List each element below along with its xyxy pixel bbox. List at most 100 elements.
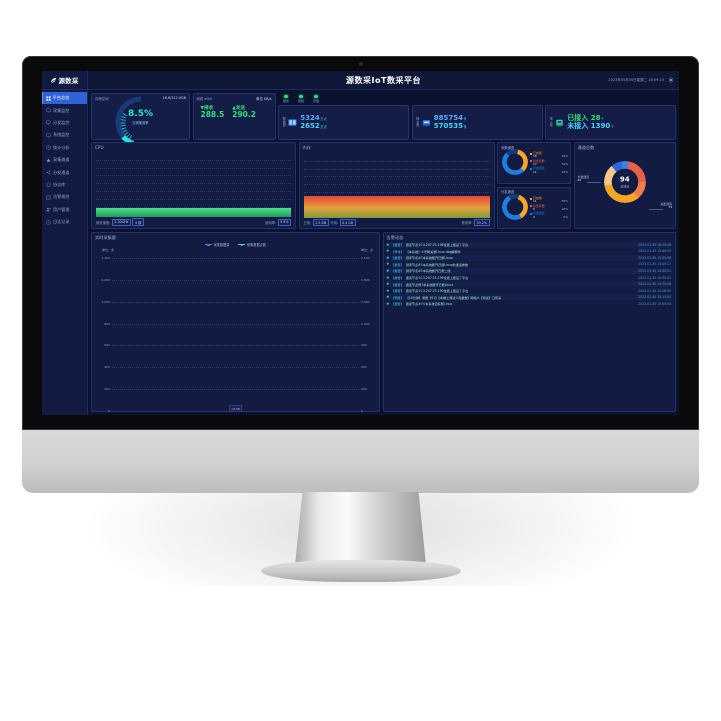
disk-card-header: 存储空间 16.6/512.0GB xyxy=(95,96,186,101)
alarm-timestamp: 2023-01-30 15:39:31 xyxy=(638,275,671,280)
sidebar-item-label: 统计分析 xyxy=(53,144,70,150)
legend-item: 最低需要 5 16% xyxy=(530,203,568,212)
device-access-card: 接入量 已接入 28个 未接入 1390个 xyxy=(545,104,676,140)
webcam-icon xyxy=(358,62,363,66)
sidebar-item-label: 日志记录 xyxy=(53,219,70,225)
alarm-message: 通道节点①13.247.25.190位通上报设了平台 xyxy=(405,289,469,294)
memory-used-value: 2.5 GB xyxy=(312,219,329,226)
sidebar-item-alarm-rules[interactable]: 告警规则 xyxy=(42,191,87,203)
recv-value: 288.5 xyxy=(200,109,225,119)
alarm-row[interactable]: ✚ 【报警】 测浮节点#7本系统断开已断Linux的通道参数 2023-01-3… xyxy=(386,261,674,268)
kpi-mid-group: 服务 网络 存储 xyxy=(278,93,676,140)
status-indicator-row: 服务 网络 存储 xyxy=(278,93,676,103)
gauge-value-group: 8.5% 空间使用率 xyxy=(128,109,153,126)
brand-name: 源数采 xyxy=(58,77,79,85)
sidebar-item-log-records[interactable]: 日志记录 xyxy=(42,216,87,228)
sidebar-item-statistics[interactable]: 统计分析 xyxy=(42,142,87,154)
alarm-tag: 【报警】 xyxy=(391,276,404,280)
stat-value: 已接入 28 xyxy=(567,113,601,122)
stat-value: 570535 xyxy=(433,121,464,130)
cpu-usage-label: 使用率: xyxy=(265,220,277,225)
y-tick-left: 1,400 xyxy=(101,256,110,261)
monitor-screen: 源数采 平台总览 采集监控 分发监控 xyxy=(42,71,679,415)
sidebar-item-user-management[interactable]: 用户管理 xyxy=(42,204,87,216)
sidebar-item-dispatch-channel[interactable]: 分发通道 xyxy=(42,166,87,178)
sidebar-item-protocol-library[interactable]: 协议库 xyxy=(42,179,87,191)
realtime-collection-chart: 实时采集量 采集数据量 采集数据点数 xyxy=(91,231,380,413)
collect-legend: 已启用 16 49% 最低需要 27 34% 并发通道 xyxy=(528,145,568,181)
alarm-row[interactable]: ✚ 【报警】 通道节点①13.247.25.196位通上报设了平台 2023-0… xyxy=(385,241,673,249)
star-icon xyxy=(46,158,51,163)
sidebar-item-label: 分发监控 xyxy=(53,119,70,125)
legend-item: 并发通道 2 5% xyxy=(530,211,568,219)
legend-swatch xyxy=(530,205,532,208)
alarm-row[interactable]: ✚ 【报警】 测浮节点#7本系统断开已断二线 2023-01-30 15:40:… xyxy=(385,267,673,275)
alarm-tag: 【异常】 xyxy=(391,249,404,254)
alarm-timestamp: 2023-01-30 15:45:58 xyxy=(638,255,671,260)
sidebar-item-label: 平台总览 xyxy=(52,95,70,101)
stat-unit: 个 xyxy=(610,124,614,129)
sidebar-item-label: 告警规则 xyxy=(53,194,70,200)
card-values: 885754条 570535条 xyxy=(433,114,467,130)
legend-item-series-1[interactable]: 采集数据量 xyxy=(204,242,230,247)
alarm-row[interactable]: ✚ 【预警】 【10分钟】测量【91】【本端上测试①完整数】网格②【测试】口传采… xyxy=(385,293,673,301)
disk-percent: 8.5% xyxy=(128,109,153,119)
alarm-timestamp: 2023-01-30 15:30:08 xyxy=(638,282,671,287)
stat-unit: 个 xyxy=(600,116,605,121)
sidebar-item-label: 协议库 xyxy=(53,181,66,187)
status-service: 服务 xyxy=(283,94,289,103)
network-title: 网络 eth0 xyxy=(196,96,213,101)
legend-name: 最低需要 xyxy=(533,203,545,208)
alarm-list[interactable]: ✚ 【报警】 通道节点①13.247.25.196位通上报设了平台 2023-0… xyxy=(384,241,676,412)
alert-icon: ✚ xyxy=(386,295,390,300)
leaf-logo-icon xyxy=(50,77,57,84)
page-title: 源数采IoT数采平台 xyxy=(346,75,421,85)
trend-plot-area: 1,400 1,200 1,000 800 600 400 200 0 2,10… xyxy=(96,252,375,412)
cpu-plot xyxy=(96,152,291,217)
alert-icon: ✚ xyxy=(386,288,390,293)
memory-usage-value: 33.2% xyxy=(474,219,490,226)
alarm-row[interactable]: ✚ 【报警】 测浮节点#7本系统断开已断Linux 2023-01-30 15:… xyxy=(385,254,673,262)
alarm-row[interactable]: ✚ 【异常】 【本系统】①号网关断Linux dbg解释件 2023-01-30… xyxy=(386,248,674,255)
status-label: 网络 xyxy=(298,98,305,103)
legend-label: 采集数据量 xyxy=(213,243,230,247)
memory-panel: 内存 xyxy=(298,142,495,229)
alarm-row[interactable]: ✚ 【报警】 通道节点#7①本系统自有断Linux 2023-01-30 15:… xyxy=(386,300,674,307)
alarm-row[interactable]: ✚ 【报警】 通道节点增7本系统断开已断Linux 2023-01-30 15:… xyxy=(385,280,673,288)
network-card: 网络 eth0 单位 KB/s ▼接收 288.5 xyxy=(192,92,276,140)
alarm-row[interactable]: ✚ 【报警】 通道节点①13.247.25.190位通上报设了平台 2023-0… xyxy=(386,287,674,294)
alarm-message: 测浮节点#7本系统断开已断二线 xyxy=(405,269,451,274)
total-center-label: 总通道 xyxy=(620,183,630,188)
sidebar-item-platform-overview[interactable]: 平台总览 xyxy=(42,92,87,105)
alarm-message: 【本系统】①号网关断Linux dbg解释件 xyxy=(405,249,461,254)
legend-name: 已启用 xyxy=(533,195,542,200)
legend-name: 已启用 xyxy=(533,151,542,156)
memory-usage-label: 使用率: xyxy=(461,221,473,225)
disk-sub-label: 空间使用率 xyxy=(132,121,149,125)
alert-icon: ✚ xyxy=(386,249,390,254)
sidebar-item-collection-channel[interactable]: 采集通道 xyxy=(42,154,87,166)
legend-pct: 5% xyxy=(563,214,568,219)
sidebar-item-collection-monitor[interactable]: 采集监控 xyxy=(42,104,87,116)
alarm-row[interactable]: ✚ 【报警】 通道节点①13.247.25.196位通上报设了平台 2023-0… xyxy=(386,274,674,281)
total-donut-chart xyxy=(603,161,646,204)
y-tick-left: 1,200 xyxy=(101,278,110,283)
home-icon xyxy=(46,182,51,188)
alarm-message: 通道节点增7本系统断开已断Linux xyxy=(405,282,454,287)
alert-icon: ✚ xyxy=(386,275,390,280)
legend-item-series-2[interactable]: 采集数据点数 xyxy=(238,242,266,247)
disk-title: 存储空间 xyxy=(95,96,109,101)
status-dot-icon xyxy=(314,94,318,98)
sidebar-item-system-monitor[interactable]: 系统监控 xyxy=(42,129,87,141)
callout-value: 74 xyxy=(668,205,672,210)
alarm-panel-title: 告警动态 xyxy=(386,234,404,240)
sidebar-item-dispatch-monitor[interactable]: 分发监控 xyxy=(42,117,87,129)
stat-unit: 万点 xyxy=(320,116,327,121)
legend-label: 采集数据点数 xyxy=(246,243,267,247)
gear-icon[interactable] xyxy=(667,76,675,84)
sidebar-item-label: 采集通道 xyxy=(53,157,70,163)
up-arrow-icon: ▲ xyxy=(232,105,236,111)
y-tick-left: 1,000 xyxy=(101,299,110,304)
dispatch-gauge-title: 分发通道 xyxy=(501,190,515,195)
